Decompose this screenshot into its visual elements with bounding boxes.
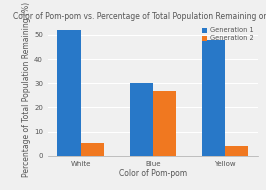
Y-axis label: Percentage of Total Population Remaining (%): Percentage of Total Population Remaining…	[22, 2, 31, 177]
Legend: Generation 1, Generation 2: Generation 1, Generation 2	[200, 26, 255, 43]
Bar	[130, 83, 153, 156]
Bar	[57, 30, 81, 156]
X-axis label: Color of Pom-pom: Color of Pom-pom	[119, 169, 187, 178]
Bar	[202, 40, 225, 156]
Bar	[225, 146, 248, 156]
Title: Color of Pom-pom vs. Percentage of Total Population Remaining on Paper: Color of Pom-pom vs. Percentage of Total…	[13, 12, 266, 21]
Bar	[81, 142, 104, 156]
Bar	[153, 90, 176, 156]
